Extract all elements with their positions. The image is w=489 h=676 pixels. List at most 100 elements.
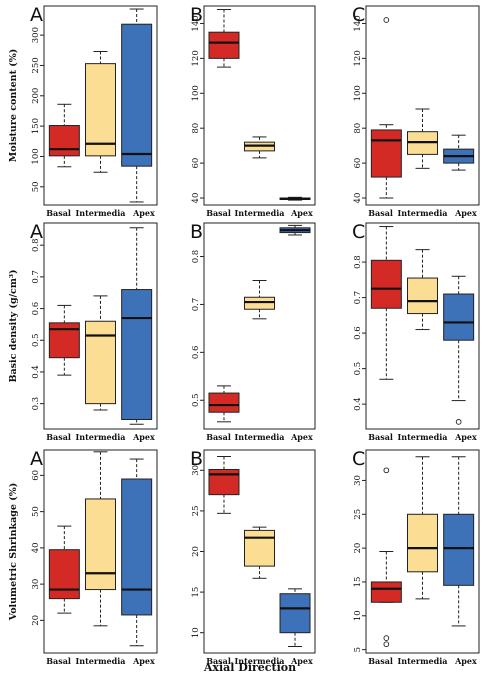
y-tick-label: 120	[191, 50, 201, 66]
y-axis-title: Volumetric Shrinkage (%)	[8, 483, 19, 622]
y-tick-label: 80	[353, 123, 363, 134]
x-category-label: Intermedia	[76, 208, 126, 218]
box-basal	[370, 17, 402, 199]
y-tick-label: 25	[191, 505, 201, 516]
box-apex	[443, 275, 475, 425]
outlier-point	[455, 419, 462, 425]
y-tick-label: 0.5	[31, 333, 41, 347]
panel-a-row-3: A 20 30 40 50 60 Volumetric Shrinkage (%) Basal…	[8, 448, 158, 666]
box-basal	[208, 8, 240, 68]
iqr-box	[48, 322, 80, 359]
plot-frame	[365, 222, 480, 430]
iqr-box	[279, 593, 311, 634]
y-tick-label: 40	[31, 542, 41, 553]
plot-frame	[365, 449, 480, 654]
y-tick-label: 100	[31, 148, 41, 164]
box-apex	[121, 227, 153, 425]
iqr-box	[121, 289, 153, 420]
y-tick-label: 40	[191, 193, 201, 204]
plot-frame	[203, 222, 316, 430]
x-category-label: Apex	[290, 656, 313, 666]
y-tick-label: 30	[353, 475, 363, 486]
y-tick-label: 0.6	[353, 326, 363, 340]
iqr-box	[407, 277, 438, 315]
y-tick-label: 0.4	[31, 365, 41, 379]
y-tick-label: 50	[31, 181, 41, 192]
panel-c-row-1: C 40 60 80 100 120 140 Basal Intermedia Apex	[352, 4, 480, 218]
x-category-label: Basal	[368, 656, 393, 666]
iqr-box	[244, 529, 275, 567]
iqr-box	[48, 549, 80, 600]
x-category-label: Apex	[454, 208, 477, 218]
y-axis-title: Moisture content (%)	[8, 49, 19, 163]
box-intermedia	[407, 108, 438, 169]
box-basal	[48, 525, 80, 614]
x-category-label: Apex	[454, 432, 477, 442]
box-basal	[48, 304, 80, 376]
x-category-label: Basal	[206, 208, 231, 218]
x-category-label: Basal	[368, 432, 393, 442]
y-tick-label: 60	[191, 158, 201, 169]
panel-letter: B	[190, 221, 203, 243]
y-tick-label: 0.7	[191, 298, 201, 312]
panel-b-row-1: B 40 60 80 100 120 140 Basal Intermedia Apex	[190, 4, 316, 218]
outlier-point	[383, 467, 390, 474]
iqr-box	[370, 581, 402, 603]
iqr-box	[208, 392, 240, 413]
box-intermedia	[85, 295, 116, 411]
plot-frame	[43, 449, 158, 654]
iqr-box	[443, 513, 475, 586]
y-tick-label: 30	[31, 579, 41, 590]
x-category-label: Basal	[206, 656, 231, 666]
iqr-box	[85, 63, 116, 157]
x-category-label: Apex	[132, 432, 155, 442]
x-category-label: Apex	[454, 656, 477, 666]
panel-c-row-2: C 0.4 0.5 0.6 0.7 0.8 Basal Intermedia Apex	[352, 221, 480, 442]
box-apex	[121, 458, 153, 647]
outlier-point	[383, 17, 390, 23]
panel-a-row-2: A 0.3 0.4 0.5 0.6 0.7 0.8 Basic density (g/cm³)…	[8, 221, 158, 442]
panel-b-row-2: B 0.5 0.6 0.7 0.8 Basal Intermedia Apex	[190, 221, 316, 442]
y-tick-label: 20	[353, 543, 363, 554]
iqr-box	[370, 259, 402, 309]
panel-letter: B	[190, 448, 203, 470]
x-category-label: Apex	[132, 656, 155, 666]
box-apex	[121, 8, 153, 203]
y-tick-label: 10	[191, 627, 201, 638]
panel-letter: A	[30, 448, 43, 470]
iqr-box	[407, 513, 438, 573]
y-tick-label: 200	[31, 88, 41, 104]
y-tick-label: 60	[353, 158, 363, 169]
y-tick-label: 0.6	[31, 302, 41, 316]
x-category-label: Apex	[132, 208, 155, 218]
y-tick-label: 5	[353, 647, 363, 652]
y-tick-label: 140	[191, 15, 201, 31]
y-tick-label: 140	[353, 15, 363, 31]
y-tick-label: 150	[31, 118, 41, 134]
panel-letter: C	[352, 4, 365, 26]
x-category-label: Apex	[290, 432, 313, 442]
box-intermedia	[244, 136, 275, 159]
box-intermedia	[244, 279, 275, 320]
box-apex	[279, 588, 311, 648]
y-tick-label: 0.8	[191, 250, 201, 264]
panel-letter: A	[30, 221, 43, 243]
x-category-label: Apex	[290, 208, 313, 218]
panel-b-row-3: B 10 15 20 25 30 Basal Intermedia Apex	[190, 448, 316, 666]
box-basal	[370, 467, 402, 648]
y-tick-label: 0.5	[191, 393, 201, 407]
panel-letter: B	[190, 4, 203, 26]
iqr-box	[121, 478, 153, 616]
x-axis-title: Axial Direction	[203, 661, 296, 674]
outlier-point	[383, 641, 390, 648]
panel-c-row-3: C 5 10 15 20 25 30 Basal Intermedia Apex	[352, 448, 480, 666]
panel-a-row-1: A 50 100 150 200 250 300 Moisture content (%) Ba…	[8, 4, 158, 218]
box-intermedia	[407, 456, 438, 600]
x-category-label: Intermedia	[398, 208, 448, 218]
plot-frame	[365, 5, 480, 206]
iqr-box	[85, 498, 116, 591]
y-tick-label: 20	[191, 546, 201, 557]
y-tick-label: 0.4	[353, 397, 363, 411]
y-tick-label: 20	[31, 615, 41, 626]
